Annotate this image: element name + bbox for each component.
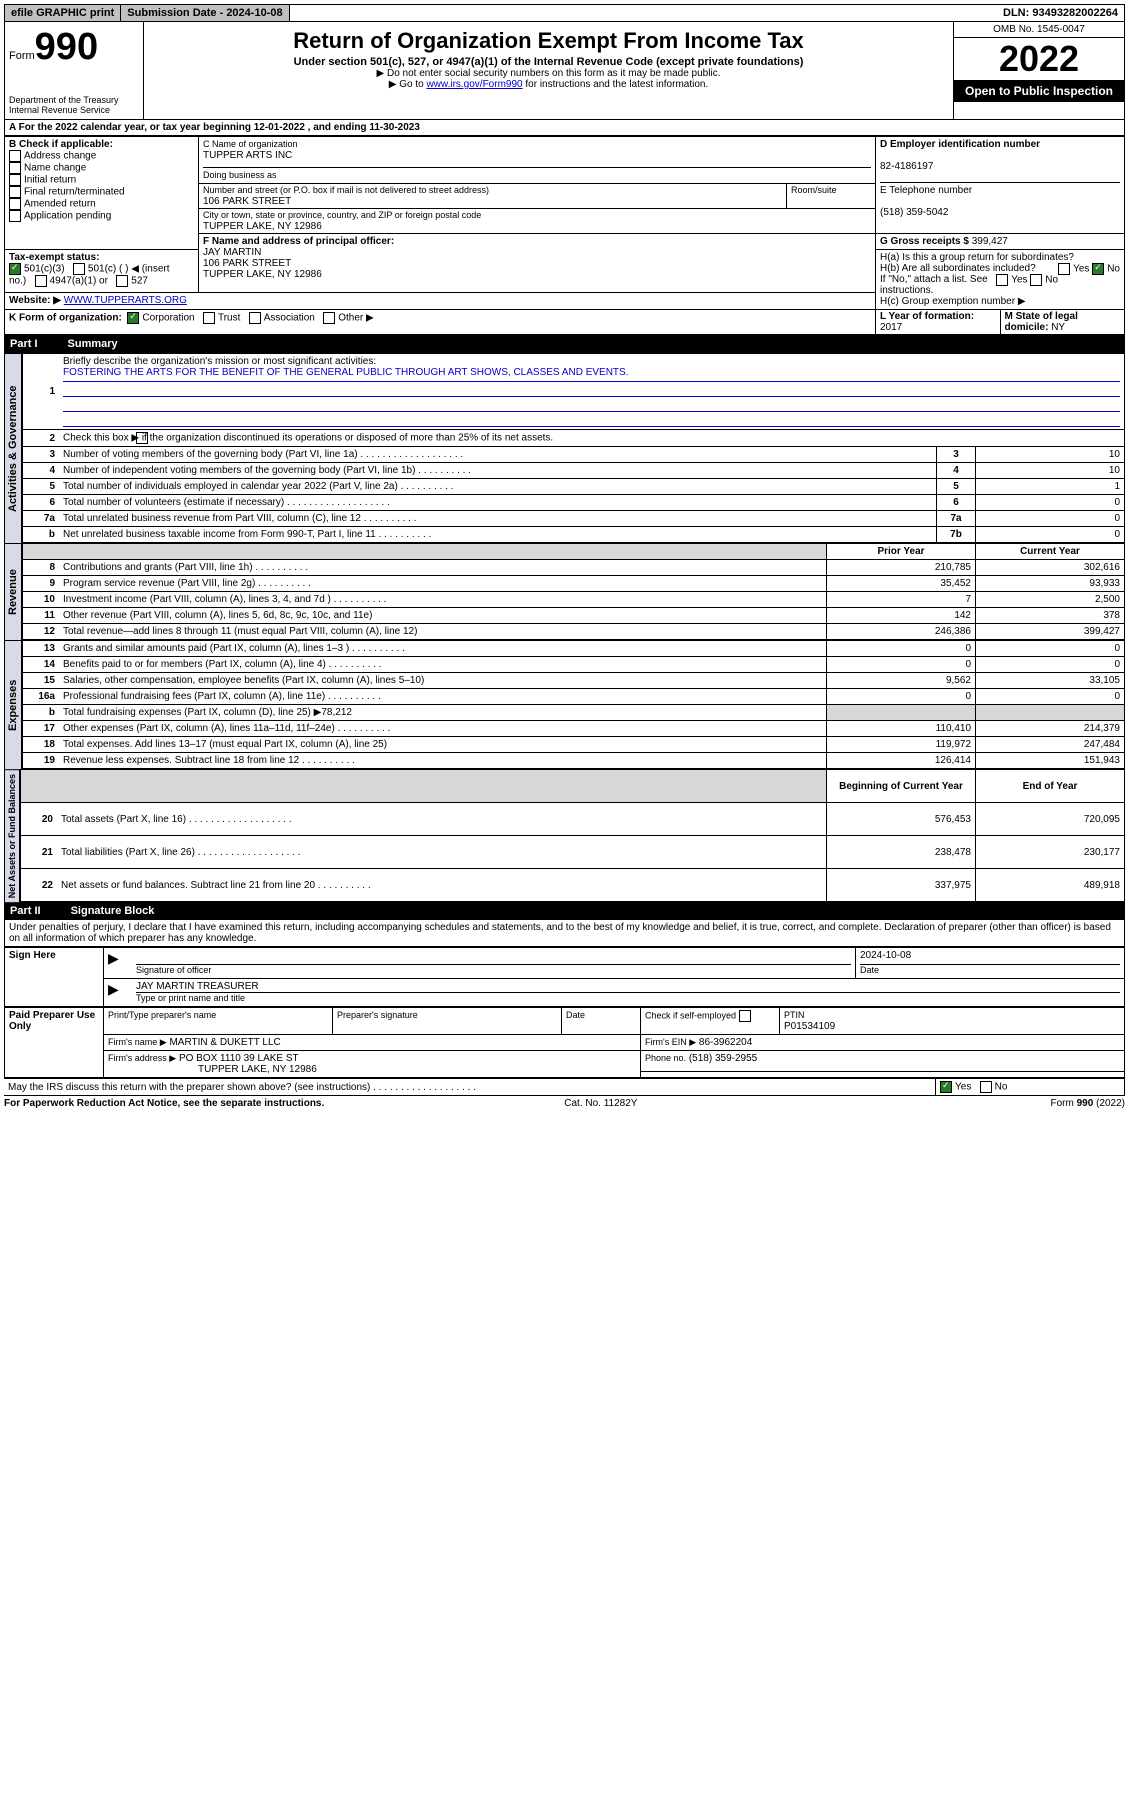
box-j: Website: ▶ WWW.TUPPERARTS.ORG bbox=[5, 292, 876, 309]
box-k: K Form of organization: Corporation Trus… bbox=[5, 310, 876, 335]
form-header: Form990 Department of the Treasury Inter… bbox=[4, 22, 1125, 120]
perjury-text: Under penalties of perjury, I declare th… bbox=[4, 920, 1125, 947]
discuss-no-checkbox[interactable] bbox=[980, 1081, 992, 1093]
governance-table: 1 Briefly describe the organization's mi… bbox=[22, 353, 1125, 543]
4947-checkbox[interactable] bbox=[35, 275, 47, 287]
period-text: A For the 2022 calendar year, or tax yea… bbox=[5, 120, 1125, 136]
website-link[interactable]: WWW.TUPPERARTS.ORG bbox=[64, 295, 187, 306]
sign-date: 2024-10-08 bbox=[860, 950, 1120, 965]
paperwork-notice: For Paperwork Reduction Act Notice, see … bbox=[4, 1098, 324, 1109]
form-note-1: ▶ Do not enter social security numbers o… bbox=[150, 68, 947, 79]
association-checkbox[interactable] bbox=[249, 312, 261, 324]
submission-date-button[interactable]: Submission Date - 2024-10-08 bbox=[121, 5, 289, 21]
box-d-e: D Employer identification number 82-4186… bbox=[876, 137, 1125, 234]
top-bar: efile GRAPHIC print Submission Date - 20… bbox=[4, 4, 1125, 22]
form-number: 990 bbox=[35, 26, 98, 68]
final-return-checkbox[interactable] bbox=[9, 186, 21, 198]
irs-link[interactable]: www.irs.gov/Form990 bbox=[426, 79, 522, 90]
group-return-yes-checkbox[interactable] bbox=[1058, 263, 1070, 275]
box-f: F Name and address of principal officer:… bbox=[199, 234, 876, 293]
subordinates-no-checkbox[interactable] bbox=[1030, 274, 1042, 286]
box-b: B Check if applicable: Address change Na… bbox=[5, 137, 199, 250]
tax-year: 2022 bbox=[954, 38, 1124, 80]
officer-name: JAY MARTIN TREASURER bbox=[136, 981, 1120, 993]
info-grid: B Check if applicable: Address change Na… bbox=[4, 136, 1125, 335]
period-table: A For the 2022 calendar year, or tax yea… bbox=[4, 120, 1125, 136]
form-word: Form bbox=[9, 50, 35, 62]
inspection-badge: Open to Public Inspection bbox=[954, 80, 1124, 102]
cat-number: Cat. No. 11282Y bbox=[564, 1098, 637, 1109]
ein-value: 82-4186197 bbox=[880, 161, 933, 172]
other-checkbox[interactable] bbox=[323, 312, 335, 324]
paid-preparer-label: Paid Preparer Use Only bbox=[5, 1008, 104, 1078]
arrow-icon: ▶ bbox=[108, 981, 119, 997]
discuss-row: May the IRS discuss this return with the… bbox=[4, 1078, 1125, 1096]
header-title-block: Return of Organization Exempt From Incom… bbox=[144, 22, 953, 119]
initial-return-checkbox[interactable] bbox=[9, 174, 21, 186]
subordinates-yes-checkbox[interactable] bbox=[996, 274, 1008, 286]
firm-ein: 86-3962204 bbox=[699, 1037, 752, 1048]
revenue-table: Prior YearCurrent Year 8Contributions an… bbox=[22, 543, 1125, 640]
paid-preparer-table: Paid Preparer Use Only Print/Type prepar… bbox=[4, 1007, 1125, 1078]
revenue-label: Revenue bbox=[4, 543, 22, 640]
sign-here-label: Sign Here bbox=[5, 948, 104, 1007]
discuss-yes-checkbox[interactable] bbox=[940, 1081, 952, 1093]
application-pending-checkbox[interactable] bbox=[9, 210, 21, 222]
self-employed-checkbox[interactable] bbox=[739, 1010, 751, 1022]
phone-value: (518) 359-5042 bbox=[880, 207, 948, 218]
form-title: Return of Organization Exempt From Incom… bbox=[150, 28, 947, 54]
501c-checkbox[interactable] bbox=[73, 263, 85, 275]
discontinued-checkbox[interactable] bbox=[136, 432, 148, 444]
box-h: H(a) Is this a group return for subordin… bbox=[876, 250, 1125, 310]
dln-label: DLN: 93493282002264 bbox=[997, 5, 1124, 21]
box-c-address: Number and street (or P.O. box if mail i… bbox=[199, 184, 876, 234]
form-subtitle: Under section 501(c), 527, or 4947(a)(1)… bbox=[150, 56, 947, 68]
527-checkbox[interactable] bbox=[116, 275, 128, 287]
form-number-block: Form990 Department of the Treasury Inter… bbox=[5, 22, 144, 119]
arrow-icon: ▶ bbox=[108, 950, 119, 966]
box-i: Tax-exempt status: 501(c)(3) 501(c) ( ) … bbox=[5, 250, 199, 293]
gross-receipts-value: 399,427 bbox=[972, 236, 1008, 247]
sign-here-table: Sign Here ▶ Signature of officer 2024-10… bbox=[4, 947, 1125, 1007]
corporation-checkbox[interactable] bbox=[127, 312, 139, 324]
header-right-block: OMB No. 1545-0047 2022 Open to Public In… bbox=[953, 22, 1124, 119]
trust-checkbox[interactable] bbox=[203, 312, 215, 324]
box-g: G Gross receipts $ 399,427 bbox=[876, 234, 1125, 250]
dept-label: Department of the Treasury Internal Reve… bbox=[9, 95, 139, 115]
efile-print-button[interactable]: efile GRAPHIC print bbox=[5, 5, 121, 21]
expenses-table: 13Grants and similar amounts paid (Part … bbox=[22, 640, 1125, 769]
net-assets-table: Beginning of Current YearEnd of Year 20T… bbox=[20, 769, 1125, 902]
address-change-checkbox[interactable] bbox=[9, 150, 21, 162]
ptin-value: P01534109 bbox=[784, 1021, 835, 1032]
group-return-no-checkbox[interactable] bbox=[1092, 263, 1104, 275]
preparer-phone: (518) 359-2955 bbox=[689, 1053, 757, 1064]
footer: For Paperwork Reduction Act Notice, see … bbox=[4, 1098, 1125, 1109]
part-ii-header: Part II Signature Block bbox=[4, 902, 1125, 920]
activities-governance-label: Activities & Governance bbox=[4, 353, 22, 543]
501c3-checkbox[interactable] bbox=[9, 263, 21, 275]
firm-name: MARTIN & DUKETT LLC bbox=[169, 1037, 280, 1048]
form-ref: Form 990 (2022) bbox=[1051, 1098, 1125, 1109]
name-change-checkbox[interactable] bbox=[9, 162, 21, 174]
box-l-m: L Year of formation: 2017 M State of leg… bbox=[876, 310, 1125, 335]
form-note-2: ▶ Go to www.irs.gov/Form990 for instruct… bbox=[150, 79, 947, 90]
box-c-name: C Name of organization TUPPER ARTS INC D… bbox=[199, 137, 876, 184]
mission-text: FOSTERING THE ARTS FOR THE BENEFIT OF TH… bbox=[63, 367, 1120, 382]
part-i-header: Part I Summary bbox=[4, 335, 1125, 353]
net-assets-label: Net Assets or Fund Balances bbox=[4, 769, 20, 902]
amended-return-checkbox[interactable] bbox=[9, 198, 21, 210]
expenses-label: Expenses bbox=[4, 640, 22, 769]
omb-number: OMB No. 1545-0047 bbox=[954, 22, 1124, 38]
